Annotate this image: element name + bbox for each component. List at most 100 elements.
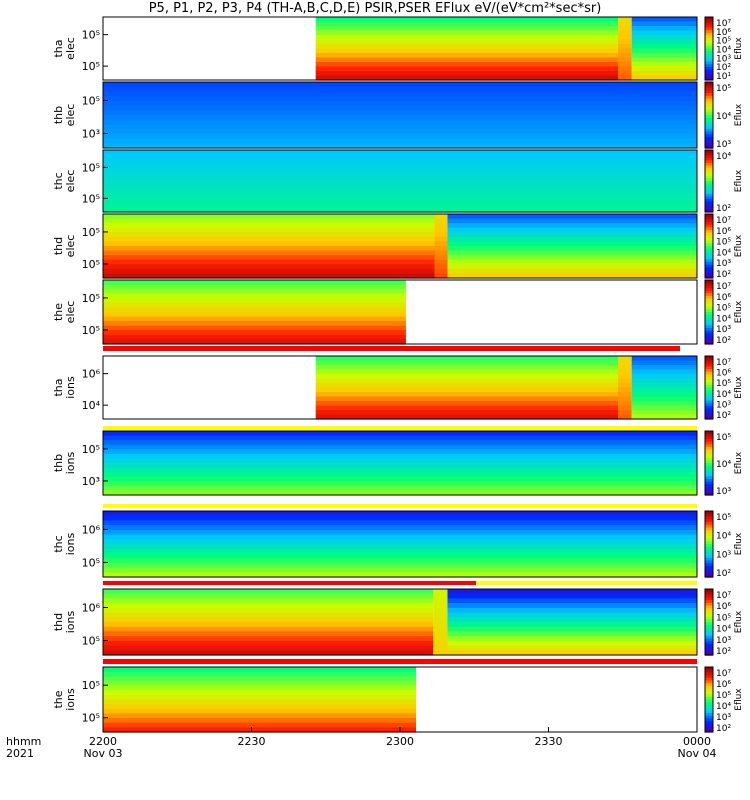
colorbar-cell <box>705 405 713 410</box>
spectrogram-cell <box>631 356 697 362</box>
spectrogram-cell <box>631 360 697 366</box>
spectrogram-cell <box>103 176 697 182</box>
panel-frame <box>102 510 698 578</box>
colorbar-cell <box>705 672 713 676</box>
colorbar-tick-label: 10⁶ <box>716 680 731 690</box>
colorbar-cell <box>705 669 713 673</box>
spectrogram-cell <box>433 593 448 599</box>
colorbar-cell <box>705 441 713 445</box>
colorbar-cell <box>705 546 713 551</box>
panel-label: thc <box>52 172 65 189</box>
colorbar-cell <box>705 325 713 329</box>
spectrogram-cell <box>447 227 697 233</box>
colorbar-tick-label: 10⁴ <box>716 460 731 470</box>
colorbar-tick-label: 10⁴ <box>716 46 731 56</box>
colorbar-tick-label: 10² <box>716 270 731 280</box>
colorbar-tick-label: 10⁵ <box>716 304 731 314</box>
colorbar-cell <box>705 280 713 284</box>
colorbar-cell <box>705 408 713 412</box>
colorbar-label: Eflux <box>734 169 744 192</box>
colorbar-cell <box>705 98 713 102</box>
x-date-label: Nov 04 <box>678 747 717 760</box>
spectrogram-cell <box>447 607 697 614</box>
colorbar-cell <box>705 377 713 381</box>
colorbar-cell <box>705 38 713 42</box>
spectrogram-cell <box>103 133 697 140</box>
spectrogram-cell <box>103 567 697 573</box>
spectrogram-cell <box>447 645 697 651</box>
spectrogram-cell <box>103 163 697 169</box>
y-tick-label: 10⁵ <box>82 324 100 337</box>
spectrogram-cell <box>315 392 618 398</box>
spectrogram-cell <box>103 631 434 637</box>
spectrogram-cell <box>434 255 448 261</box>
spectrogram-cell <box>103 143 697 149</box>
spectrogram-cell <box>103 544 697 550</box>
colorbar-cell <box>705 516 713 520</box>
colorbar-tick-label: 10⁴ <box>716 152 731 162</box>
spectrogram-cell <box>103 129 697 135</box>
colorbar-cell <box>705 17 713 21</box>
spectrogram-cell <box>103 589 434 595</box>
spectrogram-cell <box>631 26 697 32</box>
spectrogram-cell <box>315 396 618 402</box>
spectrogram-cell <box>631 53 697 59</box>
spectrogram-cell <box>103 110 697 116</box>
spectrogram-cell <box>447 593 697 599</box>
spectrogram-cell <box>103 91 697 97</box>
colorbar-cell <box>705 382 713 386</box>
spectrogram-cell <box>447 259 697 265</box>
spectrogram-cell <box>447 214 697 220</box>
colorbar-cell <box>705 533 713 537</box>
spectrogram-cell <box>433 598 448 604</box>
colorbar-cell <box>705 675 713 679</box>
colorbar-cell <box>705 630 713 634</box>
spectrogram-cell <box>618 62 632 68</box>
y-tick-label: 10³ <box>82 475 100 488</box>
spectrogram-cell <box>315 414 618 420</box>
colorbar-cell <box>705 270 713 274</box>
spectrogram-cell <box>447 255 697 261</box>
colorbar-cell <box>705 206 713 210</box>
spectrogram-cell <box>103 520 697 526</box>
colorbar-cell <box>705 22 713 26</box>
spectrogram-cell <box>103 511 697 517</box>
colorbar-label: Eflux <box>734 610 744 633</box>
colorbar-cell <box>705 433 713 437</box>
colorbar-cell <box>705 196 713 200</box>
spectrogram-cell <box>315 378 618 384</box>
spectrogram-cell <box>631 365 697 371</box>
spectrogram-cell <box>631 374 697 380</box>
spectrogram-cell <box>434 236 448 243</box>
colorbar-tick-label: 10⁶ <box>716 369 731 379</box>
colorbar-tick-label: 10⁵ <box>716 691 731 701</box>
colorbar-cell <box>705 591 713 596</box>
spectrogram-cell <box>315 369 618 375</box>
y-tick-label: 10⁵ <box>82 161 100 174</box>
colorbar-cell <box>705 436 713 440</box>
spectrogram-cell <box>103 685 416 691</box>
colorbar-tick-label: 10⁶ <box>716 28 731 38</box>
spectrogram-cell <box>103 207 697 213</box>
panel-label: ions <box>64 532 77 555</box>
spectrogram-cell <box>447 598 697 604</box>
colorbar-cell <box>705 723 713 728</box>
panel-label: thd <box>52 613 65 631</box>
panel-label: thc <box>52 535 65 552</box>
spectrogram-cell <box>103 96 697 102</box>
colorbar-cell <box>705 209 713 213</box>
spectrogram-cell <box>103 548 697 554</box>
colorbar-cell <box>705 457 713 461</box>
colorbar-cell <box>705 552 713 556</box>
panel-label: thb <box>52 106 65 124</box>
spectrogram-cell <box>103 617 434 623</box>
spectrogram-cell <box>103 676 416 682</box>
colorbar-cell <box>705 541 713 545</box>
colorbar-cell <box>705 193 713 198</box>
colorbar-cell <box>705 691 713 695</box>
panel-label: ions <box>64 610 77 633</box>
colorbar-cell <box>705 431 713 435</box>
